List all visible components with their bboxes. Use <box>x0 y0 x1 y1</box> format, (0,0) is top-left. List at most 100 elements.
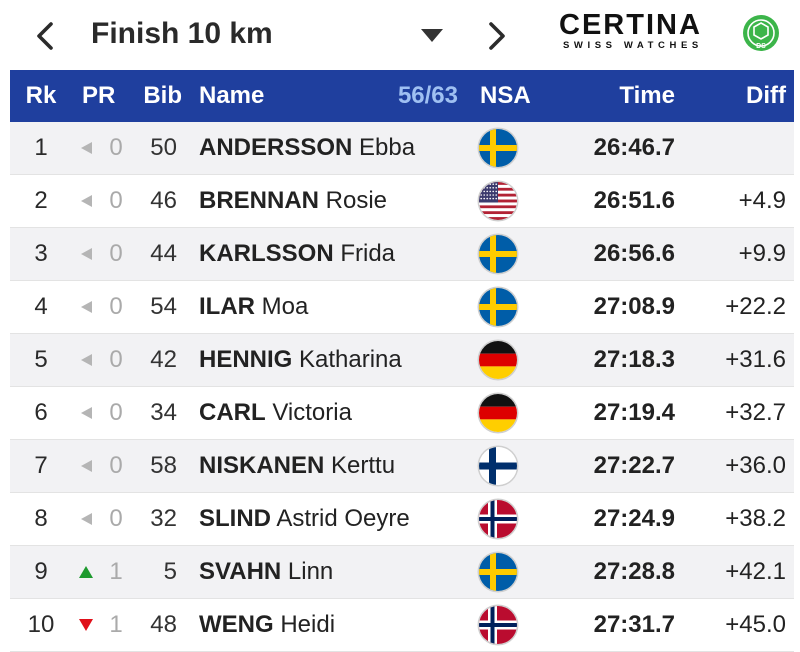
athlete-first-name: Rosie <box>325 187 388 214</box>
split-dropdown-button[interactable] <box>418 26 446 46</box>
next-split-button[interactable] <box>480 18 512 54</box>
bib-cell: 50 <box>150 134 177 161</box>
athlete-name[interactable]: SVAHN Linn <box>199 546 333 598</box>
athlete-last-name: CARL <box>199 399 266 426</box>
flag-ger-icon <box>479 394 517 432</box>
table-row[interactable]: 10 1 48 WENG Heidi 27:31.7 +45.0 <box>10 599 794 652</box>
nsa-flag <box>479 288 517 326</box>
flag-fin-icon <box>479 447 517 485</box>
previous-split-button[interactable] <box>30 18 62 54</box>
athlete-name[interactable]: NISKANEN Kerttu <box>199 440 395 492</box>
table-row[interactable]: 9 1 5 SVAHN Linn 27:28.8 +42.1 <box>10 546 794 599</box>
results-rows: 1 0 50 ANDERSSON Ebba 26:46.7 2 0 46 BRE… <box>10 122 794 652</box>
diff-cell: +31.6 <box>725 346 786 373</box>
athlete-name[interactable]: HENNIG Katharina <box>199 334 402 386</box>
col-nsa-header[interactable]: NSA <box>480 82 531 109</box>
athlete-name[interactable]: KARLSSON Frida <box>199 228 395 280</box>
time-cell: 27:22.7 <box>593 452 675 479</box>
sponsor-brand: CERTINA <box>559 9 702 41</box>
athlete-first-name: Linn <box>287 558 334 585</box>
athlete-last-name: SVAHN <box>199 558 282 585</box>
diff-cell: +36.0 <box>725 452 786 479</box>
athlete-name[interactable]: ANDERSSON Ebba <box>199 122 415 174</box>
nsa-flag <box>479 606 517 644</box>
col-bib-header[interactable]: Bib <box>143 82 182 109</box>
chevron-left-icon <box>37 22 53 50</box>
table-row[interactable]: 8 0 32 SLIND Astrid Oeyre 27:24.9 +38.2 <box>10 493 794 546</box>
flag-nor-icon <box>479 606 517 644</box>
arrow-up-icon <box>79 566 93 578</box>
arrow-down-icon <box>79 619 93 631</box>
diff-cell: +42.1 <box>725 558 786 585</box>
athlete-first-name: Frida <box>340 240 396 267</box>
athlete-first-name: Ebba <box>359 134 416 161</box>
bib-cell: 5 <box>163 558 177 585</box>
results-toolbar: Finish 10 km CERTINA SWISS WATCHES DS <box>0 0 800 70</box>
col-time-header[interactable]: Time <box>619 82 675 109</box>
rank-cell: 3 <box>34 240 48 267</box>
flag-swe-icon <box>479 235 517 273</box>
table-row[interactable]: 2 0 46 BRENNAN Rosie 26:51.6 +4.9 <box>10 175 794 228</box>
flag-swe-icon <box>479 288 517 326</box>
table-row[interactable]: 6 0 34 CARL Victoria 27:19.4 +32.7 <box>10 387 794 440</box>
caret-down-icon <box>421 29 443 42</box>
athlete-last-name: SLIND <box>199 505 271 532</box>
pr-change-value: 0 <box>109 293 123 320</box>
bib-cell: 34 <box>150 399 177 426</box>
bib-cell: 48 <box>150 611 177 638</box>
pr-change-value: 0 <box>109 346 123 373</box>
pr-indicator <box>78 493 94 546</box>
table-row[interactable]: 7 0 58 NISKANEN Kerttu 27:22.7 +36.0 <box>10 440 794 493</box>
table-row[interactable]: 3 0 44 KARLSSON Frida 26:56.6 +9.9 <box>10 228 794 281</box>
pr-indicator <box>78 440 94 493</box>
pr-indicator <box>78 175 94 228</box>
results-table: Rk PR Bib Name 56/63 NSA Time Diff 1 0 5… <box>10 70 794 652</box>
rank-cell: 6 <box>34 399 48 426</box>
pr-change-value: 0 <box>109 134 123 161</box>
rank-cell: 10 <box>27 611 55 638</box>
athlete-first-name: Victoria <box>272 399 352 426</box>
split-title[interactable]: Finish 10 km <box>91 17 273 50</box>
time-cell: 27:19.4 <box>593 399 675 426</box>
pr-indicator <box>78 387 94 440</box>
flag-swe-icon <box>479 553 517 591</box>
pr-indicator <box>78 122 94 175</box>
rank-cell: 8 <box>34 505 48 532</box>
athlete-name[interactable]: WENG Heidi <box>199 599 335 651</box>
nsa-flag <box>479 182 517 220</box>
nsa-flag <box>479 235 517 273</box>
time-cell: 26:51.6 <box>593 187 675 214</box>
table-row[interactable]: 5 0 42 HENNIG Katharina 27:18.3 +31.6 <box>10 334 794 387</box>
nsa-flag <box>479 447 517 485</box>
pr-change-value: 0 <box>109 452 123 479</box>
rank-cell: 1 <box>34 134 48 161</box>
flag-swe-icon <box>479 129 517 167</box>
arrow-left-icon <box>81 460 92 472</box>
table-row[interactable]: 4 0 54 ILAR Moa 27:08.9 +22.2 <box>10 281 794 334</box>
athlete-name[interactable]: BRENNAN Rosie <box>199 175 387 227</box>
col-rank-header[interactable]: Rk <box>25 82 57 109</box>
rank-cell: 2 <box>34 187 48 214</box>
diff-cell: +9.9 <box>738 240 786 267</box>
nsa-flag <box>479 129 517 167</box>
arrow-left-icon <box>81 354 92 366</box>
athlete-name[interactable]: SLIND Astrid Oeyre <box>199 493 410 545</box>
time-cell: 26:46.7 <box>593 134 675 161</box>
diff-cell: +45.0 <box>725 611 786 638</box>
time-cell: 26:56.6 <box>593 240 675 267</box>
pr-indicator <box>78 546 94 599</box>
table-row[interactable]: 1 0 50 ANDERSSON Ebba 26:46.7 <box>10 122 794 175</box>
arrow-left-icon <box>81 407 92 419</box>
athlete-name[interactable]: ILAR Moa <box>199 281 308 333</box>
col-diff-header[interactable]: Diff <box>746 82 786 109</box>
chevron-right-icon <box>489 22 505 50</box>
rank-cell: 7 <box>34 452 48 479</box>
col-name-header[interactable]: Name <box>199 82 265 109</box>
col-pr-header[interactable]: PR <box>82 82 116 109</box>
pr-change-value: 1 <box>109 611 123 638</box>
athlete-last-name: HENNIG <box>199 346 293 373</box>
nsa-flag <box>479 394 517 432</box>
bib-cell: 46 <box>150 187 177 214</box>
athlete-name[interactable]: CARL Victoria <box>199 387 352 439</box>
sponsor-tagline: SWISS WATCHES <box>563 40 703 51</box>
